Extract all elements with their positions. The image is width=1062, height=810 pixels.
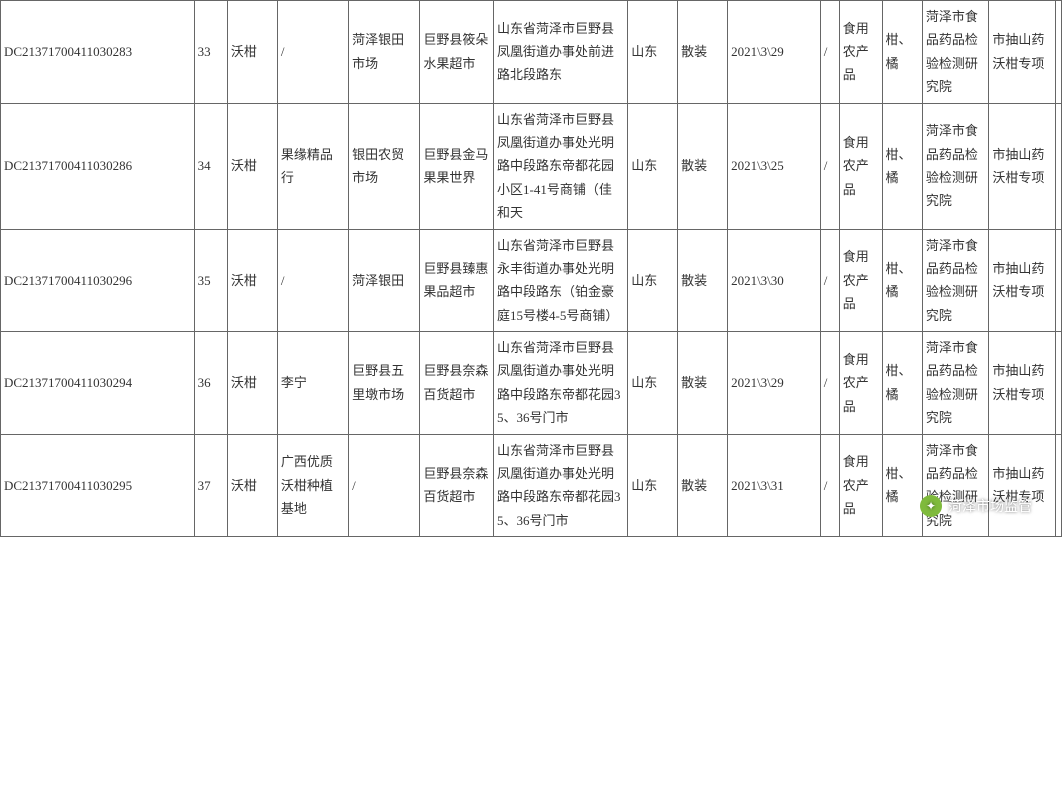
table-cell: 柑、橘 bbox=[882, 103, 922, 229]
table-cell: 2021\3\29 bbox=[728, 1, 821, 104]
table-cell: DC21371700411030286 bbox=[1, 103, 195, 229]
table-cell: 菏泽市食品药品检验检测研究院 bbox=[922, 332, 989, 435]
table-cell: 菏泽市食品药品检验检测研究院 bbox=[922, 229, 989, 332]
table-cell: 散装 bbox=[678, 103, 728, 229]
table-cell: 沃柑 bbox=[227, 103, 277, 229]
table-cell: 山东 bbox=[628, 1, 678, 104]
table-cell: / bbox=[820, 332, 839, 435]
table-cell bbox=[1055, 229, 1061, 332]
table-cell: 山东省菏泽市巨野县凤凰街道办事处光明路中段路东帝都花园35、36号门市 bbox=[494, 332, 628, 435]
table-row: DC2137170041103029436沃柑李宁巨野县五里墩市场巨野县奈森百货… bbox=[1, 332, 1062, 435]
table-cell: 柑、橘 bbox=[882, 434, 922, 537]
table-cell: / bbox=[349, 434, 420, 537]
table-cell: 山东 bbox=[628, 103, 678, 229]
table-cell bbox=[1055, 103, 1061, 229]
table-cell: 巨野县五里墩市场 bbox=[349, 332, 420, 435]
table-cell: / bbox=[820, 434, 839, 537]
table-cell: 沃柑 bbox=[227, 229, 277, 332]
table-cell: / bbox=[820, 1, 839, 104]
table-cell: 柑、橘 bbox=[882, 332, 922, 435]
table-cell: 市抽山药沃柑专项 bbox=[989, 434, 1056, 537]
table-cell: 沃柑 bbox=[227, 434, 277, 537]
table-cell: 李宁 bbox=[277, 332, 348, 435]
table-cell: 巨野县筱朵水果超市 bbox=[420, 1, 494, 104]
table-cell: 巨野县臻惠果品超市 bbox=[420, 229, 494, 332]
table-cell: 柑、橘 bbox=[882, 229, 922, 332]
table-cell: DC21371700411030283 bbox=[1, 1, 195, 104]
table-cell: 菏泽银田 bbox=[349, 229, 420, 332]
table-cell: 银田农贸市场 bbox=[349, 103, 420, 229]
table-cell: 柑、橘 bbox=[882, 1, 922, 104]
table-cell: 广西优质沃柑种植基地 bbox=[277, 434, 348, 537]
table-body: DC2137170041103028333沃柑/菏泽银田市场巨野县筱朵水果超市山… bbox=[1, 1, 1062, 537]
table-cell: 山东省菏泽市巨野县永丰街道办事处光明路中段路东（铂金豪庭15号楼4-5号商铺） bbox=[494, 229, 628, 332]
table-cell: 2021\3\31 bbox=[728, 434, 821, 537]
table-cell: 食用农产品 bbox=[839, 332, 882, 435]
table-cell bbox=[1055, 1, 1061, 104]
table-cell: 山东 bbox=[628, 229, 678, 332]
table-cell: 市抽山药沃柑专项 bbox=[989, 332, 1056, 435]
table-cell: 果缘精品行 bbox=[277, 103, 348, 229]
table-cell: 山东省菏泽市巨野县凤凰街道办事处光明路中段路东帝都花园小区1-41号商铺（佳和天 bbox=[494, 103, 628, 229]
table-row: DC2137170041103028333沃柑/菏泽银田市场巨野县筱朵水果超市山… bbox=[1, 1, 1062, 104]
table-cell: 市抽山药沃柑专项 bbox=[989, 229, 1056, 332]
table-cell: 食用农产品 bbox=[839, 103, 882, 229]
table-cell: 巨野县奈森百货超市 bbox=[420, 332, 494, 435]
table-cell: 山东 bbox=[628, 434, 678, 537]
table-cell: 沃柑 bbox=[227, 332, 277, 435]
table-cell: 食用农产品 bbox=[839, 434, 882, 537]
table-cell: 巨野县金马果果世界 bbox=[420, 103, 494, 229]
table-cell: 35 bbox=[194, 229, 227, 332]
table-row: DC2137170041103029537沃柑广西优质沃柑种植基地/巨野县奈森百… bbox=[1, 434, 1062, 537]
table-cell: 散装 bbox=[678, 332, 728, 435]
table-cell: 山东 bbox=[628, 332, 678, 435]
table-row: DC2137170041103029635沃柑/菏泽银田巨野县臻惠果品超市山东省… bbox=[1, 229, 1062, 332]
table-cell: 散装 bbox=[678, 434, 728, 537]
table-cell: 36 bbox=[194, 332, 227, 435]
table-cell: 37 bbox=[194, 434, 227, 537]
table-cell: 2021\3\25 bbox=[728, 103, 821, 229]
table-cell: 34 bbox=[194, 103, 227, 229]
table-cell: 山东省菏泽市巨野县凤凰街道办事处光明路中段路东帝都花园35、36号门市 bbox=[494, 434, 628, 537]
table-cell: 市抽山药沃柑专项 bbox=[989, 103, 1056, 229]
table-cell: / bbox=[820, 229, 839, 332]
table-cell: 菏泽市食品药品检验检测研究院 bbox=[922, 103, 989, 229]
table-cell: DC21371700411030296 bbox=[1, 229, 195, 332]
table-cell: 菏泽市食品药品检验检测研究院 bbox=[922, 1, 989, 104]
table-cell: 散装 bbox=[678, 229, 728, 332]
table-row: DC2137170041103028634沃柑果缘精品行银田农贸市场巨野县金马果… bbox=[1, 103, 1062, 229]
table-cell: / bbox=[277, 1, 348, 104]
table-cell: 菏泽银田市场 bbox=[349, 1, 420, 104]
table-cell: 市抽山药沃柑专项 bbox=[989, 1, 1056, 104]
table-cell: 2021\3\30 bbox=[728, 229, 821, 332]
data-table: DC2137170041103028333沃柑/菏泽银田市场巨野县筱朵水果超市山… bbox=[0, 0, 1062, 537]
table-cell: 菏泽市食品药品检验检测研究院 bbox=[922, 434, 989, 537]
table-cell: DC21371700411030294 bbox=[1, 332, 195, 435]
table-cell bbox=[1055, 434, 1061, 537]
table-cell: 散装 bbox=[678, 1, 728, 104]
table-cell: 2021\3\29 bbox=[728, 332, 821, 435]
table-cell: 食用农产品 bbox=[839, 1, 882, 104]
table-cell: 沃柑 bbox=[227, 1, 277, 104]
table-cell: 33 bbox=[194, 1, 227, 104]
table-cell: / bbox=[277, 229, 348, 332]
table-cell: DC21371700411030295 bbox=[1, 434, 195, 537]
table-cell: 山东省菏泽市巨野县凤凰街道办事处前进路北段路东 bbox=[494, 1, 628, 104]
table-cell: 巨野县奈森百货超市 bbox=[420, 434, 494, 537]
table-cell bbox=[1055, 332, 1061, 435]
table-cell: / bbox=[820, 103, 839, 229]
table-cell: 食用农产品 bbox=[839, 229, 882, 332]
